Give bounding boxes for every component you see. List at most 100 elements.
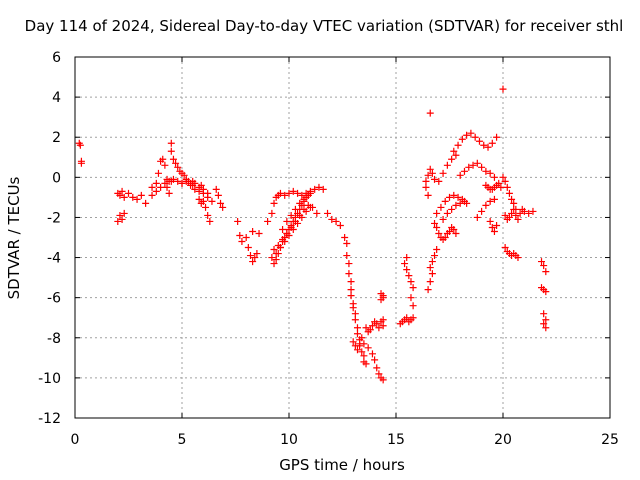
data-point [174, 163, 182, 171]
data-point [148, 191, 156, 199]
data-point [242, 234, 250, 241]
data-point [433, 246, 441, 254]
data-point [441, 197, 449, 205]
data-point [452, 229, 460, 237]
data-point [439, 215, 447, 223]
data-point [516, 209, 524, 217]
y-tick-label: -4 [47, 251, 61, 267]
data-point [236, 231, 244, 239]
data-point [353, 346, 361, 354]
data-point [478, 207, 486, 215]
data-point [450, 225, 458, 233]
data-point [401, 260, 409, 268]
data-point [428, 169, 436, 177]
data-point [403, 314, 411, 322]
data-point [360, 340, 368, 348]
data-point [450, 147, 458, 155]
data-point [407, 294, 415, 302]
data-point [272, 250, 280, 258]
data-point [246, 252, 254, 260]
data-point [336, 221, 344, 229]
data-point [379, 376, 387, 384]
data-point [251, 254, 259, 262]
data-point [460, 167, 468, 175]
data-point [165, 189, 173, 197]
data-point [486, 197, 494, 205]
data-point [409, 302, 417, 310]
data-point [154, 169, 162, 177]
data-point [152, 179, 160, 187]
data-point [296, 199, 304, 207]
data-point [268, 209, 276, 217]
data-point [116, 211, 124, 219]
data-point [195, 195, 203, 203]
data-point [319, 185, 327, 193]
data-point [313, 209, 321, 217]
data-point [152, 187, 160, 195]
data-point [501, 244, 509, 252]
data-point [287, 211, 295, 219]
data-point [403, 266, 411, 274]
data-point [345, 270, 353, 278]
data-point [435, 229, 443, 237]
data-point [202, 203, 210, 211]
data-point [289, 225, 297, 233]
data-point [206, 217, 214, 225]
data-point [191, 185, 199, 193]
data-point [482, 167, 490, 175]
data-point [345, 260, 353, 268]
data-point [422, 183, 430, 191]
data-point [501, 211, 509, 219]
data-point [270, 199, 278, 207]
x-tick-label: 20 [494, 432, 512, 448]
data-point [510, 205, 518, 213]
x-tick-label: 0 [71, 432, 80, 448]
data-point [458, 135, 466, 143]
data-point [424, 286, 432, 294]
data-point [249, 227, 257, 235]
y-tick-label: -12 [38, 411, 61, 427]
data-point [501, 177, 509, 185]
data-point [169, 155, 177, 163]
data-point [332, 217, 340, 225]
data-point [373, 364, 381, 372]
data-point [238, 238, 246, 246]
data-point [244, 244, 252, 252]
data-point [281, 191, 289, 199]
data-point [343, 240, 351, 248]
data-point [204, 211, 212, 219]
data-point [180, 171, 188, 179]
data-point [433, 209, 441, 217]
data-point [373, 320, 381, 328]
data-point [525, 209, 533, 217]
data-point [403, 254, 411, 262]
data-point [362, 324, 370, 332]
data-point [264, 217, 272, 225]
data-point [371, 356, 379, 364]
data-point [279, 225, 287, 233]
data-point [409, 314, 417, 322]
data-point [514, 254, 522, 262]
data-point [199, 185, 207, 193]
data-point [178, 179, 186, 187]
data-point [358, 348, 366, 356]
data-point [505, 189, 513, 197]
data-point [199, 197, 207, 205]
data-point [208, 197, 216, 205]
data-point [439, 169, 447, 177]
data-point [446, 227, 453, 235]
data-point [422, 177, 430, 185]
data-point [490, 195, 498, 203]
data-point [514, 215, 522, 223]
x-tick-labels: 0 5 10 15 20 25 [71, 432, 619, 448]
data-point [409, 284, 417, 292]
data-point [538, 258, 546, 266]
data-point [306, 203, 314, 211]
data-point [482, 201, 490, 209]
data-point [452, 201, 460, 209]
data-point [347, 278, 355, 286]
data-point [189, 177, 197, 185]
data-point [272, 256, 280, 264]
data-point [460, 197, 468, 205]
